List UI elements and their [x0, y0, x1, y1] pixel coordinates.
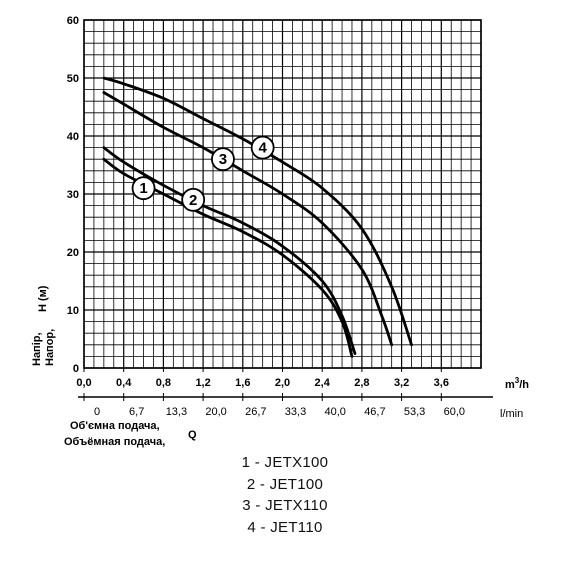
- plot-frame: [78, 19, 493, 401]
- legend-item-1: 1 - JETX100: [241, 454, 329, 471]
- x-unit-lmin: l/min: [500, 408, 523, 420]
- curve-marker-label-1: 1: [139, 180, 147, 197]
- x-tick-label-lmin: 40,0: [324, 406, 345, 418]
- y-tick-label: 50: [67, 73, 79, 85]
- y-tick-label: 20: [67, 247, 79, 259]
- y-tick-label: 40: [67, 131, 79, 143]
- x-tick-label-m3h: 2,0: [275, 377, 290, 389]
- x-tick-label-m3h: 1,2: [195, 377, 210, 389]
- x-tick-labels-lmin: 0 6,7 13,3 20,0 26,7 33,3 40,0 46,7 53,3 60,0: [94, 406, 465, 418]
- x-tick-label-m3h: 2,8: [354, 377, 369, 389]
- curve-marker-label-4: 4: [258, 140, 267, 157]
- curve-1: [102, 157, 354, 358]
- pump-performance-chart: 1 2 3 4 0 10 20 30 40 50 60 0,0 0,4 0,8 1,2 1,6 2,0 2,4…: [31, 15, 529, 448]
- x-axis-label-q: Q: [188, 429, 197, 441]
- legend-item-3: 3 - JETX110: [242, 497, 328, 514]
- x-axis-label-ua: Об'ємна подача,: [70, 420, 160, 432]
- x-tick-label-m3h: 1,6: [235, 377, 250, 389]
- curve-marker-circle-3: [211, 147, 235, 172]
- x-tick-label-m3h: 0,0: [76, 377, 91, 389]
- curve-4: [102, 76, 413, 347]
- y-tick-label: 30: [67, 189, 79, 201]
- x-tick-label-m3h: 0,4: [116, 377, 132, 389]
- curve-marker-label-2: 2: [189, 192, 197, 209]
- curve-marker-circle-4: [250, 135, 275, 160]
- legend: 1 - JETX100 2 - JET100 3 - JETX110 4 - J…: [0, 452, 570, 538]
- x-tick-label-lmin: 33,3: [285, 406, 306, 418]
- y-tick-label: 10: [67, 305, 79, 317]
- y-axis-label-ua: Напір,: [31, 332, 43, 366]
- x-tick-label-lmin: 46,7: [364, 406, 385, 418]
- legend-item-4: 4 - JET110: [247, 518, 323, 536]
- x-unit-m3h: m3/h: [505, 376, 529, 391]
- curve-marker-circle-1: [131, 176, 156, 201]
- y-tick-labels: 0 10 20 30 40 50 60: [67, 15, 79, 375]
- legend-item-2: 2 - JET100: [246, 475, 324, 493]
- curve-marker-label-3: 3: [219, 151, 227, 168]
- curve-2: [102, 146, 357, 355]
- x-tick-label-m3h: 0,8: [156, 377, 171, 389]
- y-tick-label: 60: [67, 15, 79, 27]
- curve-marker-circle-2: [181, 187, 206, 212]
- x-axis-label-ru: Объёмная подача,: [64, 436, 165, 448]
- x-tick-label-lmin: 6,7: [129, 406, 144, 418]
- x-tick-label-lmin: 26,7: [245, 406, 266, 418]
- curve-3: [102, 91, 394, 347]
- x-tick-label-lmin: 13,3: [166, 406, 187, 418]
- y-axis-label-h: H (м): [37, 285, 49, 312]
- x-tick-label-lmin: 60,0: [444, 406, 465, 418]
- x-tick-label-lmin: 0: [94, 406, 100, 418]
- x-tick-label-lmin: 53,3: [404, 406, 425, 418]
- y-tick-label: 0: [73, 363, 79, 375]
- x-tick-label-lmin: 20,0: [205, 406, 226, 418]
- curve-markers: 1 2 3 4: [131, 135, 275, 212]
- x-tick-label-m3h: 3,6: [434, 377, 449, 389]
- y-axis-label-ru: Напор,: [44, 329, 56, 366]
- x-tick-labels-m3h: 0,0 0,4 0,8 1,2 1,6 2,0 2,4 2,8 3,2 3,6: [76, 377, 449, 389]
- x-tick-label-m3h: 3,2: [394, 377, 409, 389]
- x-tick-label-m3h: 2,4: [315, 377, 331, 389]
